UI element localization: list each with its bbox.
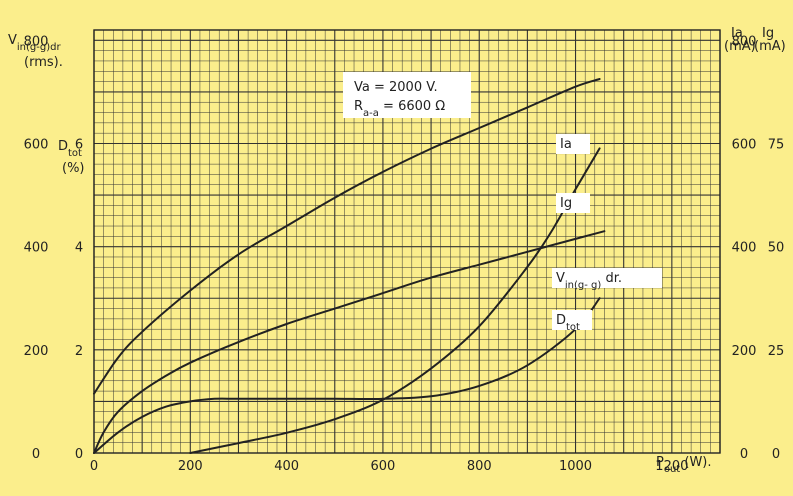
annotation-box <box>343 72 471 118</box>
ia-tick-label: 800 <box>732 34 757 49</box>
labels: Vin(g-g)dr(rms).Dtot(%)Ia(mA)Ig(mA)Pout … <box>8 26 786 475</box>
series-label-box <box>556 134 590 154</box>
series-line-dtot <box>93 297 601 454</box>
series-line-ig <box>189 147 601 454</box>
ig-tick-label: 25 <box>768 344 785 359</box>
vin-tick-label: 200 <box>24 344 49 359</box>
dtot-tick-label: 2 <box>75 344 83 359</box>
series-label-box <box>552 310 592 330</box>
ia-tick-label: 600 <box>732 137 757 152</box>
grid <box>93 29 721 454</box>
series-line-vin-g-g-dr- <box>93 230 606 454</box>
series-label-dtot: Dtot <box>556 313 580 333</box>
x-tick-label: 600 <box>371 459 396 474</box>
vin-axis-title: Vin(g-g)dr <box>8 33 61 53</box>
plot-border <box>93 29 721 454</box>
curves <box>93 78 606 454</box>
ig-axis-unit: (mA) <box>754 39 786 54</box>
series-label-box <box>552 268 662 288</box>
vin-tick-label: 0 <box>32 447 40 462</box>
vin-axis-unit: (rms). <box>24 55 63 70</box>
annotation-line-2: Ra-a = 6600 Ω <box>354 99 445 119</box>
ig-tick-label: 75 <box>768 137 785 152</box>
x-tick-label: 400 <box>274 459 299 474</box>
dtot-axis-title: Dtot <box>58 139 82 159</box>
x-axis-title: Pout (W). <box>656 455 712 475</box>
x-tick-label: 1000 <box>559 459 592 474</box>
vin-tick-label: 800 <box>24 34 49 49</box>
dtot-tick-label: 4 <box>75 241 83 256</box>
ig-axis-title: Ig <box>762 26 774 41</box>
x-tick-label: 1200 <box>655 459 688 474</box>
x-tick-label: 0 <box>90 459 98 474</box>
dtot-axis-unit: (%) <box>62 161 85 176</box>
dtot-tick-label: 6 <box>75 137 83 152</box>
dtot-tick-label: 0 <box>75 447 83 462</box>
ia-tick-label: 0 <box>740 447 748 462</box>
annotation-line-1: Va = 2000 V. <box>354 80 438 95</box>
series-label-ig: Ig <box>560 196 572 211</box>
ia-axis-unit: (mA) <box>724 39 756 54</box>
x-tick-label: 800 <box>467 459 492 474</box>
series-label-box <box>556 193 590 213</box>
x-tick-label: 200 <box>178 459 203 474</box>
vin-tick-label: 600 <box>24 137 49 152</box>
ia-tick-label: 400 <box>732 241 757 256</box>
series-label-ia: Ia <box>560 137 572 152</box>
ig-tick-label: 0 <box>772 447 780 462</box>
ig-tick-label: 50 <box>768 241 785 256</box>
series-line-ia <box>93 78 601 395</box>
vin-tick-label: 400 <box>24 241 49 256</box>
ia-tick-label: 200 <box>732 344 757 359</box>
series-label-vin-g-g-dr-: Vin(g- g) dr. <box>556 271 622 291</box>
ia-axis-title: Ia <box>731 26 743 41</box>
